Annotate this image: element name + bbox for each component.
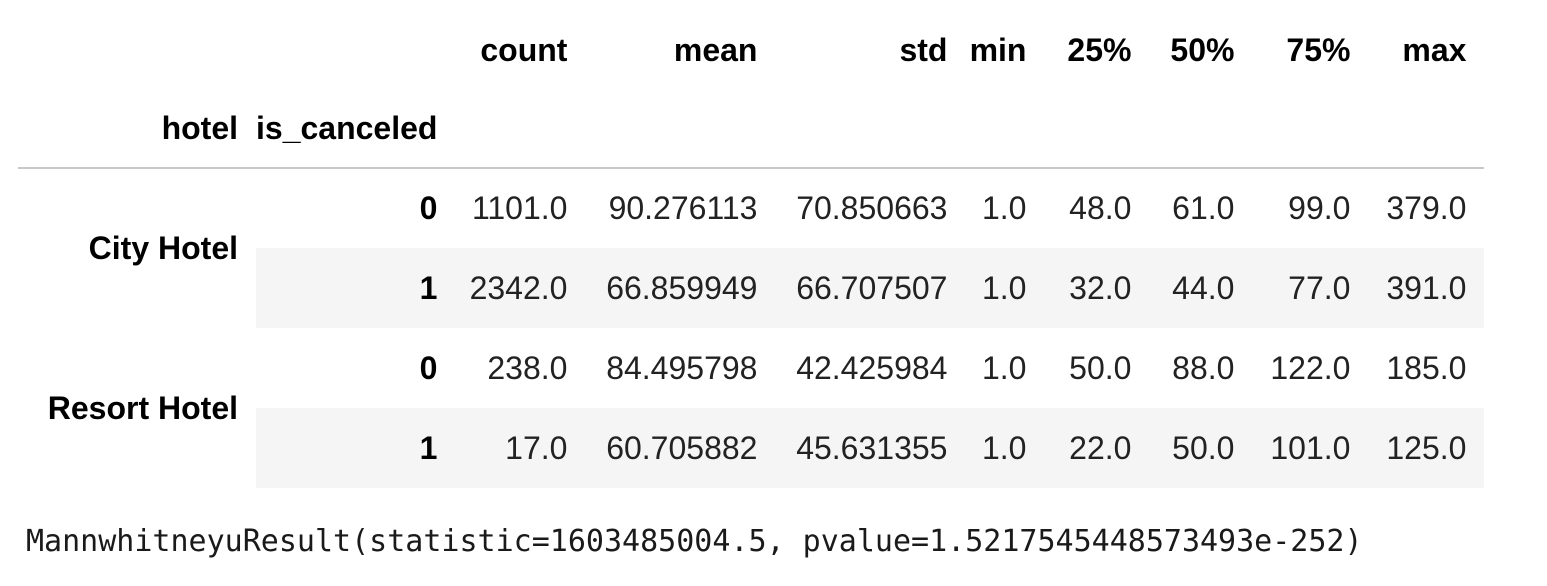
col-header-max: max (1402, 31, 1467, 68)
cell-75pct: 122.0 (1270, 349, 1351, 386)
cell-25pct: 50.0 (1069, 349, 1132, 386)
col-header-75pct: 75% (1286, 31, 1351, 68)
col-header-mean: mean (673, 31, 758, 68)
col-header-count: count (480, 31, 568, 68)
table-row: 1 17.0 60.705882 45.631355 1.0 22.0 50.0… (18, 408, 1485, 488)
cell-count: 1101.0 (471, 190, 568, 226)
col-header-std: std (899, 31, 948, 68)
mannwhitney-result-output: MannwhitneyuResult(statistic=1603485004.… (26, 524, 1363, 559)
row-label-is-canceled: 0 (419, 190, 438, 226)
col-header-min: min (969, 31, 1027, 68)
cell-max: 391.0 (1368, 248, 1485, 328)
col-header-25pct: 25% (1067, 31, 1132, 68)
table-row: 1 2342.0 66.859949 66.707507 1.0 32.0 44… (18, 248, 1485, 328)
index-name-is-canceled: is_canceled (256, 110, 438, 146)
describe-table: count mean std min 25% 50% 75% max hotel… (18, 10, 1485, 488)
cell-max: 125.0 (1368, 408, 1485, 488)
corner-blank (18, 10, 256, 90)
cell-25pct: 48.0 (1069, 190, 1132, 226)
cell-mean: 90.276113 (608, 190, 758, 226)
row-label-hotel: Resort Hotel (18, 328, 256, 488)
cell-25pct: 32.0 (1044, 248, 1150, 328)
cell-50pct: 50.0 (1149, 408, 1253, 488)
corner-blank (256, 10, 455, 90)
cell-75pct: 99.0 (1288, 190, 1351, 226)
row-label-is-canceled: 1 (256, 248, 456, 328)
cell-min: 1.0 (981, 349, 1027, 386)
index-name-hotel: hotel (161, 110, 238, 146)
cell-std: 70.850663 (796, 190, 948, 226)
row-label-is-canceled: 0 (419, 349, 438, 386)
cell-mean: 66.859949 (585, 248, 776, 328)
col-header-50pct: 50% (1170, 31, 1235, 68)
cell-max: 185.0 (1386, 349, 1467, 386)
dataframe-output: count mean std min 25% 50% 75% max hotel… (18, 10, 1518, 488)
cell-75pct: 77.0 (1252, 248, 1369, 328)
cell-std: 42.425984 (796, 349, 948, 386)
cell-mean: 60.705882 (585, 408, 776, 488)
table-row: Resort Hotel 0 238.0 84.495798 42.425984… (18, 328, 1484, 488)
cell-75pct: 101.0 (1252, 408, 1369, 488)
column-header-row: count mean std min 25% 50% 75% max (18, 10, 1484, 90)
cell-count: 2342.0 (455, 248, 586, 328)
cell-mean: 84.495798 (606, 349, 758, 386)
cell-max: 379.0 (1386, 190, 1467, 226)
cell-min: 1.0 (965, 408, 1045, 488)
row-label-is-canceled: 1 (256, 408, 456, 488)
cell-std: 66.707507 (775, 248, 966, 328)
cell-50pct: 88.0 (1172, 349, 1235, 386)
cell-25pct: 22.0 (1044, 408, 1150, 488)
row-label-hotel: City Hotel (18, 168, 256, 328)
cell-count: 17.0 (455, 408, 586, 488)
cell-min: 1.0 (965, 248, 1045, 328)
cell-std: 45.631355 (775, 408, 966, 488)
cell-50pct: 61.0 (1172, 190, 1235, 226)
cell-min: 1.0 (981, 190, 1027, 226)
index-name-row: hotel is_canceled (18, 90, 1485, 168)
table-row: City Hotel 0 1101.0 90.276113 70.850663 … (18, 168, 1484, 328)
cell-50pct: 44.0 (1149, 248, 1253, 328)
cell-count: 238.0 (487, 349, 568, 386)
